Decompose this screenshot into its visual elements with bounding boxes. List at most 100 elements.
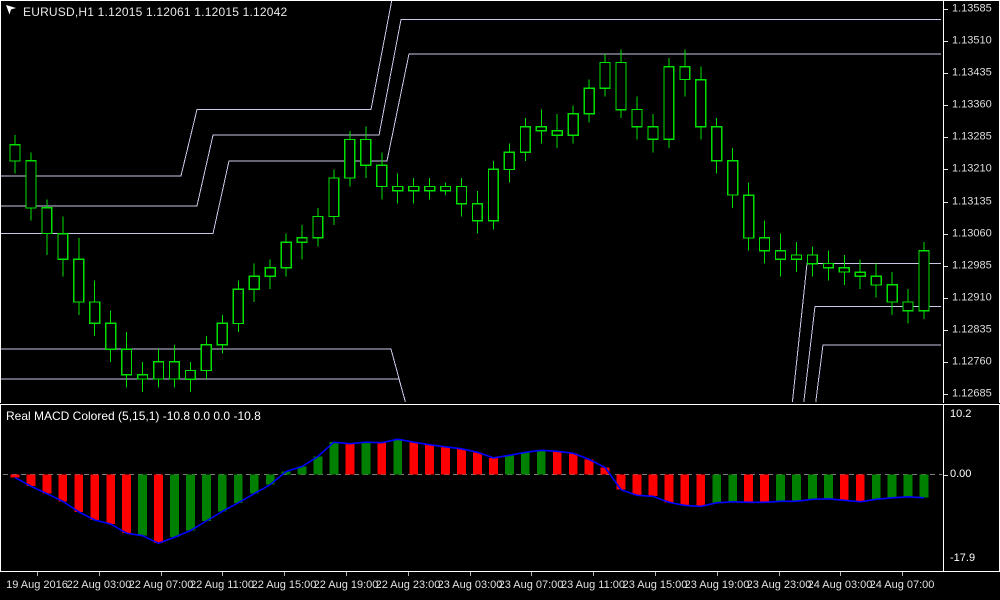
macd-histogram-bar xyxy=(377,442,387,475)
macd-histogram-bar xyxy=(536,450,546,475)
candlestick xyxy=(89,280,101,337)
candlestick xyxy=(758,220,771,264)
candlestick xyxy=(870,263,882,298)
candlestick xyxy=(248,263,260,302)
macd-indicator-panel[interactable]: 10.2 0.00 -17.9 Real MACD Colored (5,15,1)… xyxy=(0,404,1000,572)
time-tick-mark xyxy=(531,572,532,576)
time-tick-mark xyxy=(779,572,780,576)
macd-histogram-bar xyxy=(425,444,434,475)
time-axis-label: 22 Aug 15:00 xyxy=(251,579,317,591)
macd-histogram-bar xyxy=(568,453,578,475)
time-tick-mark xyxy=(346,572,347,576)
macd-histogram-bar xyxy=(600,467,610,475)
macd-histogram-bar xyxy=(520,452,530,475)
macd-histogram-bar xyxy=(473,452,482,475)
time-tick-mark xyxy=(161,572,162,576)
candlestick xyxy=(216,314,228,354)
macd-histogram-bar xyxy=(313,456,323,475)
macd-histogram-bar xyxy=(393,439,403,475)
candlestick xyxy=(854,259,866,290)
candlestick xyxy=(25,152,37,221)
candlestick xyxy=(408,178,420,204)
macd-histogram-bar xyxy=(792,474,801,502)
lower-channel-3 xyxy=(815,344,941,402)
candlestick xyxy=(184,361,197,392)
lower-channel-1 xyxy=(1,263,941,402)
candlestick xyxy=(312,207,324,247)
candlestick xyxy=(743,182,755,251)
macd-histogram-bar xyxy=(154,474,163,544)
macd-histogram-bar xyxy=(505,455,514,475)
time-axis-label: 24 Aug 07:00 xyxy=(869,579,935,591)
macd-histogram-bar xyxy=(122,474,131,534)
macd-histogram-bar xyxy=(712,474,722,503)
macd-histogram-bar xyxy=(680,474,690,506)
time-axis-label: 22 Aug 19:00 xyxy=(313,579,379,591)
price-chart-panel[interactable]: 1.13585 1.13510 1.13435 1.13360 1.13285 1.132… xyxy=(0,0,1000,403)
candlestick xyxy=(344,130,356,187)
candlestick xyxy=(519,118,531,161)
macd-histogram-bar xyxy=(249,474,259,494)
macd-histogram-bar xyxy=(696,474,706,507)
upper-channel-1 xyxy=(1,1,393,177)
candlestick xyxy=(41,199,53,255)
candlestick xyxy=(105,310,117,362)
macd-histogram-bar xyxy=(855,474,865,502)
macd-histogram-bar xyxy=(345,443,355,475)
macd-histogram-bar xyxy=(887,474,897,498)
candlestick xyxy=(360,126,372,178)
time-axis-label: 19 Aug 2016 xyxy=(6,579,68,591)
macd-histogram-bar xyxy=(26,474,36,487)
macd-histogram-bar xyxy=(170,474,179,538)
upper-channel-2 xyxy=(1,19,941,207)
macd-histogram-bar xyxy=(728,474,738,502)
candlestick xyxy=(471,190,484,234)
candlestick xyxy=(280,233,292,277)
time-tick-mark xyxy=(408,572,409,576)
candlestick xyxy=(392,173,404,204)
time-axis-label: 23 Aug 23:00 xyxy=(746,579,812,591)
macd-histogram-bar xyxy=(664,474,674,503)
macd-histogram-bar xyxy=(824,474,833,499)
candlestick xyxy=(439,182,452,196)
macd-histogram-bar xyxy=(552,451,562,475)
candlestick xyxy=(918,242,930,320)
candlestick xyxy=(152,349,165,388)
time-tick-mark xyxy=(37,572,38,576)
macd-plot-area[interactable] xyxy=(1,405,999,571)
time-tick-mark xyxy=(840,572,841,576)
macd-histogram-bar xyxy=(760,474,769,503)
time-axis-label: 23 Aug 03:00 xyxy=(437,579,503,591)
candlestick xyxy=(806,246,818,277)
macd-histogram-bar xyxy=(10,474,20,478)
candlestick xyxy=(376,152,388,200)
macd-histogram-bar xyxy=(919,474,929,498)
price-plot-area[interactable] xyxy=(1,1,999,402)
macd-histogram-bar xyxy=(616,474,626,490)
candlestick xyxy=(822,250,834,281)
candlestick xyxy=(615,49,627,119)
macd-histogram-bar xyxy=(329,442,339,475)
macd-histogram-bar xyxy=(632,474,642,496)
time-tick-mark xyxy=(284,572,285,576)
candlestick xyxy=(711,118,723,174)
macd-histogram-bar xyxy=(217,474,227,512)
candlestick xyxy=(790,242,803,273)
candlestick xyxy=(679,49,691,97)
macd-histogram-bar xyxy=(90,474,100,520)
time-axis-label: 22 Aug 23:00 xyxy=(375,579,441,591)
candlestick xyxy=(599,53,611,97)
macd-histogram-bar xyxy=(186,474,195,531)
time-tick-mark xyxy=(902,572,903,576)
macd-signal-line xyxy=(14,438,925,545)
candlestick xyxy=(631,96,643,140)
candlestick xyxy=(774,233,787,277)
candlestick xyxy=(503,143,515,183)
macd-histogram-bar xyxy=(74,474,84,512)
candlestick xyxy=(328,169,340,225)
macd-histogram-bar xyxy=(409,442,419,475)
candlestick xyxy=(121,332,133,388)
macd-scale-separator xyxy=(943,405,944,571)
candlestick xyxy=(551,113,563,148)
